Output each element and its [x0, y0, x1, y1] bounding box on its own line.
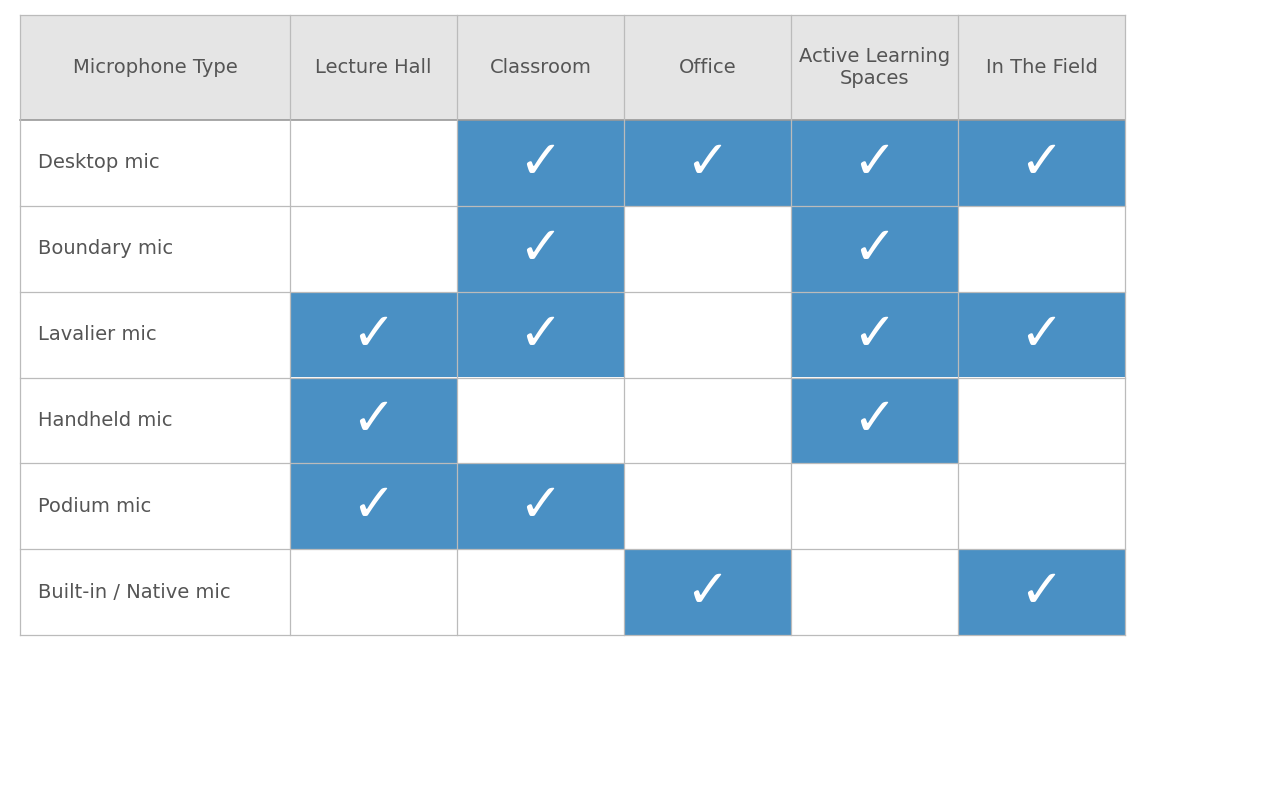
Text: Lecture Hall: Lecture Hall: [315, 58, 431, 77]
Bar: [20, 549, 291, 635]
Bar: [625, 549, 791, 635]
Bar: [457, 463, 625, 549]
Bar: [20, 206, 291, 292]
Bar: [957, 206, 1125, 292]
Text: ✓: ✓: [518, 222, 563, 274]
Bar: [291, 206, 457, 292]
Text: ✓: ✓: [852, 309, 896, 361]
Bar: [291, 120, 457, 206]
Text: ✓: ✓: [352, 394, 396, 446]
Bar: [457, 206, 625, 292]
Bar: [457, 549, 625, 635]
Bar: [625, 378, 791, 463]
Bar: [291, 463, 457, 549]
Bar: [20, 292, 291, 378]
Bar: [20, 378, 291, 463]
Bar: [20, 15, 291, 120]
Bar: [291, 549, 457, 635]
Bar: [791, 206, 957, 292]
Text: ✓: ✓: [518, 480, 563, 532]
Text: ✓: ✓: [1019, 309, 1064, 361]
Bar: [625, 292, 791, 378]
Bar: [457, 378, 625, 463]
Text: Handheld mic: Handheld mic: [38, 411, 173, 430]
Text: Desktop mic: Desktop mic: [38, 154, 160, 173]
Bar: [957, 463, 1125, 549]
Bar: [457, 15, 625, 120]
Bar: [791, 378, 957, 463]
Bar: [291, 15, 457, 120]
Text: Boundary mic: Boundary mic: [38, 239, 173, 258]
Bar: [957, 378, 1125, 463]
Bar: [791, 15, 957, 120]
Text: ✓: ✓: [352, 309, 396, 361]
Bar: [791, 120, 957, 206]
Bar: [291, 378, 457, 463]
Text: Classroom: Classroom: [489, 58, 591, 77]
Bar: [457, 292, 625, 378]
Text: ✓: ✓: [852, 137, 896, 189]
Text: ✓: ✓: [352, 480, 396, 532]
Text: ✓: ✓: [685, 566, 730, 618]
Text: Podium mic: Podium mic: [38, 497, 151, 516]
Text: ✓: ✓: [518, 137, 563, 189]
Text: Office: Office: [678, 58, 736, 77]
Bar: [957, 15, 1125, 120]
Bar: [457, 120, 625, 206]
Bar: [791, 292, 957, 378]
Bar: [625, 463, 791, 549]
Text: Active Learning
Spaces: Active Learning Spaces: [799, 47, 950, 88]
Bar: [20, 463, 291, 549]
Bar: [957, 120, 1125, 206]
Bar: [791, 463, 957, 549]
Text: ✓: ✓: [852, 394, 896, 446]
Bar: [625, 120, 791, 206]
Bar: [625, 206, 791, 292]
Bar: [625, 15, 791, 120]
Bar: [20, 120, 291, 206]
Bar: [957, 549, 1125, 635]
Text: Microphone Type: Microphone Type: [73, 58, 237, 77]
Bar: [791, 549, 957, 635]
Text: Lavalier mic: Lavalier mic: [38, 325, 156, 344]
Bar: [291, 292, 457, 378]
Bar: [957, 292, 1125, 378]
Text: Built-in / Native mic: Built-in / Native mic: [38, 582, 230, 602]
Text: ✓: ✓: [685, 137, 730, 189]
Text: ✓: ✓: [1019, 566, 1064, 618]
Text: ✓: ✓: [1019, 137, 1064, 189]
Text: ✓: ✓: [852, 222, 896, 274]
Text: ✓: ✓: [518, 309, 563, 361]
Text: In The Field: In The Field: [986, 58, 1097, 77]
